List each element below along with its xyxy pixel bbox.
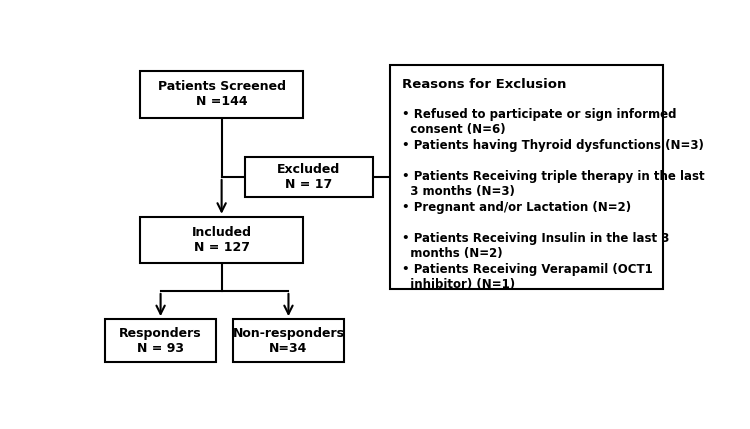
Text: Reasons for Exclusion: Reasons for Exclusion (402, 78, 566, 91)
FancyBboxPatch shape (390, 65, 663, 289)
Text: • Refused to participate or sign informed
  consent (N=6): • Refused to participate or sign informe… (402, 108, 676, 136)
Text: Responders
N = 93: Responders N = 93 (119, 326, 202, 354)
FancyBboxPatch shape (140, 217, 303, 263)
Text: Included
N = 127: Included N = 127 (192, 226, 251, 254)
FancyBboxPatch shape (105, 319, 216, 362)
FancyBboxPatch shape (244, 157, 373, 197)
Text: Non-responders
N=34: Non-responders N=34 (232, 326, 344, 354)
Text: • Patients Receiving Verapamil (OCT1
  inhibitor) (N=1): • Patients Receiving Verapamil (OCT1 inh… (402, 263, 652, 291)
Text: Excluded
N = 17: Excluded N = 17 (278, 163, 340, 191)
Text: Patients Screened
N =144: Patients Screened N =144 (158, 80, 286, 109)
Text: • Patients Receiving triple therapy in the last
  3 months (N=3): • Patients Receiving triple therapy in t… (402, 170, 704, 198)
Text: • Patients Receiving Insulin in the last 3
  months (N=2): • Patients Receiving Insulin in the last… (402, 232, 669, 260)
Text: • Patients having Thyroid dysfunctions (N=3): • Patients having Thyroid dysfunctions (… (402, 139, 704, 152)
Text: • Pregnant and/or Lactation (N=2): • Pregnant and/or Lactation (N=2) (402, 201, 631, 214)
FancyBboxPatch shape (140, 71, 303, 118)
FancyBboxPatch shape (233, 319, 344, 362)
